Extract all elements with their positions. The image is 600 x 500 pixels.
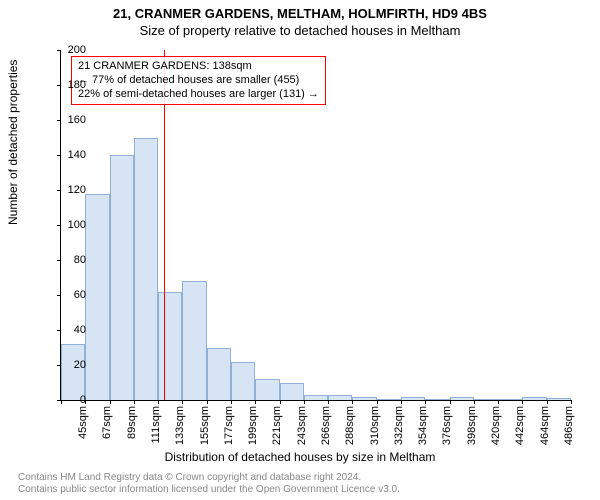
- histogram-bar: [158, 292, 182, 401]
- footer-line: Contains public sector information licen…: [18, 484, 400, 496]
- histogram-bar: [255, 379, 279, 400]
- x-tick-label: 398sqm: [466, 406, 478, 446]
- x-tick-label: 177sqm: [223, 406, 235, 446]
- histogram-bar: [280, 383, 304, 401]
- annotation-line: 22% of semi-detached houses are larger (…: [78, 88, 319, 102]
- x-tick-label: 354sqm: [417, 406, 429, 446]
- y-tick-label: 20: [74, 359, 86, 371]
- y-tick-label: 200: [68, 44, 86, 56]
- x-tick-label: 243sqm: [296, 406, 308, 446]
- y-tick-label: 100: [68, 219, 86, 231]
- x-tick-label: 111sqm: [150, 406, 162, 446]
- histogram-bar: [498, 399, 522, 400]
- histogram-bar: [61, 344, 85, 400]
- x-tick-label: 155sqm: [199, 406, 211, 446]
- x-tick-label: 67sqm: [101, 406, 113, 446]
- histogram-bar: [207, 348, 231, 401]
- x-tick-label: 442sqm: [514, 406, 526, 446]
- x-tick-label: 221sqm: [271, 406, 283, 446]
- histogram-bar: [182, 281, 206, 400]
- x-tick-label: 376sqm: [441, 406, 453, 446]
- x-tick-label: 332sqm: [393, 406, 405, 446]
- histogram-bar: [85, 194, 109, 401]
- histogram-bar: [304, 395, 328, 400]
- histogram-bar: [474, 399, 498, 400]
- annotation-line: ← 77% of detached houses are smaller (45…: [78, 74, 319, 88]
- y-tick-label: 140: [68, 149, 86, 161]
- x-tick-label: 310sqm: [369, 406, 381, 446]
- y-tick-label: 160: [68, 114, 86, 126]
- x-tick-label: 486sqm: [563, 406, 575, 446]
- y-tick-label: 60: [74, 289, 86, 301]
- y-tick-label: 40: [74, 324, 86, 336]
- title-main: 21, CRANMER GARDENS, MELTHAM, HOLMFIRTH,…: [0, 0, 600, 21]
- histogram-bar: [231, 362, 255, 401]
- x-tick-label: 133sqm: [174, 406, 186, 446]
- histogram-bar: [377, 399, 401, 400]
- x-tick-label: 288sqm: [344, 406, 356, 446]
- y-tick-label: 120: [68, 184, 86, 196]
- footer-line: Contains HM Land Registry data © Crown c…: [18, 472, 400, 484]
- x-tick-label: 420sqm: [490, 406, 502, 446]
- title-sub: Size of property relative to detached ho…: [0, 21, 600, 38]
- histogram-bar: [110, 155, 134, 400]
- x-tick-label: 266sqm: [320, 406, 332, 446]
- x-tick-label: 45sqm: [77, 406, 89, 446]
- chart-area: 45sqm67sqm89sqm111sqm133sqm155sqm177sqm1…: [60, 50, 571, 401]
- y-tick-label: 180: [68, 79, 86, 91]
- x-tick-label: 464sqm: [539, 406, 551, 446]
- annotation-line: 21 CRANMER GARDENS: 138sqm: [78, 60, 319, 74]
- histogram-bar: [401, 397, 425, 401]
- histogram-bar: [425, 399, 449, 400]
- annotation-box: 21 CRANMER GARDENS: 138sqm← 77% of detac…: [71, 56, 326, 105]
- x-tick-label: 89sqm: [126, 406, 138, 446]
- histogram-bar: [328, 395, 352, 400]
- y-tick-label: 80: [74, 254, 86, 266]
- histogram-bar: [450, 397, 474, 401]
- histogram-bar: [522, 397, 546, 401]
- histogram-bar: [134, 138, 158, 401]
- x-tick-label: 199sqm: [247, 406, 259, 446]
- x-axis-label: Distribution of detached houses by size …: [0, 450, 600, 464]
- histogram-bar: [547, 398, 571, 400]
- y-axis-label: Number of detached properties: [6, 60, 20, 225]
- footer-attribution: Contains HM Land Registry data © Crown c…: [18, 472, 400, 496]
- histogram-bar: [352, 397, 376, 401]
- y-tick-label: 0: [80, 394, 86, 406]
